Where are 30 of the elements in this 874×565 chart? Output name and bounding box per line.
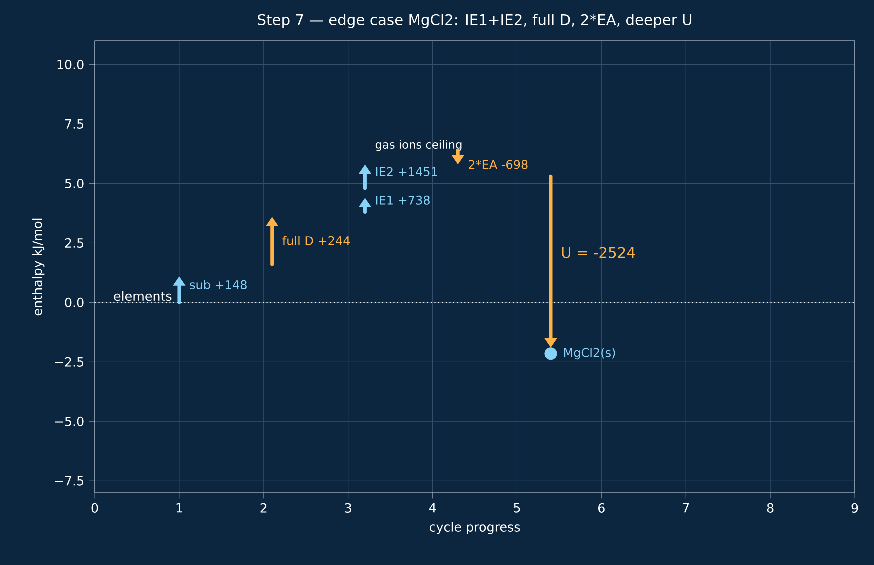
x-tick-label: 0 xyxy=(92,503,98,513)
x-tick-label: 1 xyxy=(176,503,182,513)
y-tick-label: −2.5 xyxy=(55,357,84,367)
annotation: IE1 +738 xyxy=(376,196,430,205)
ref-line-label: elements xyxy=(114,291,172,302)
x-tick-label: 8 xyxy=(767,503,774,513)
x-tick-label: 9 xyxy=(852,503,858,513)
x-tick-label: 6 xyxy=(598,503,605,513)
y-tick-label: 10.0 xyxy=(58,60,84,70)
x-tick-label: 4 xyxy=(429,503,436,513)
chart-title: Step 7 — edge case MgCl2: IE1+IE2, full D, 2*EA, deeper U xyxy=(258,14,692,28)
y-tick-label: −5.0 xyxy=(55,416,84,426)
y-tick-label: −7.5 xyxy=(55,476,84,486)
annotation: 2*EA -698 xyxy=(469,160,528,170)
annotation: MgCl2(s) xyxy=(564,348,616,360)
x-tick-label: 7 xyxy=(683,503,690,513)
y-tick-label: 5.0 xyxy=(65,178,84,189)
y-tick-label: 0.0 xyxy=(65,298,84,308)
x-axis-title: cycle progress xyxy=(430,522,520,534)
y-tick-label: 7.5 xyxy=(66,120,84,129)
annotation: IE2 +1451 xyxy=(376,167,438,176)
y-tick-label: 2.5 xyxy=(65,238,84,248)
y-axis-title: enthalpy kJ/mol xyxy=(32,218,45,316)
x-tick-label: 3 xyxy=(345,503,352,513)
x-tick-label: 5 xyxy=(514,503,520,513)
annotation: U = -2524 xyxy=(562,247,636,258)
annotation: gas ions ceiling xyxy=(376,140,462,152)
annotation: sub +148 xyxy=(190,280,247,290)
x-tick-label: 2 xyxy=(260,503,267,513)
annotation: full D +244 xyxy=(282,236,350,246)
